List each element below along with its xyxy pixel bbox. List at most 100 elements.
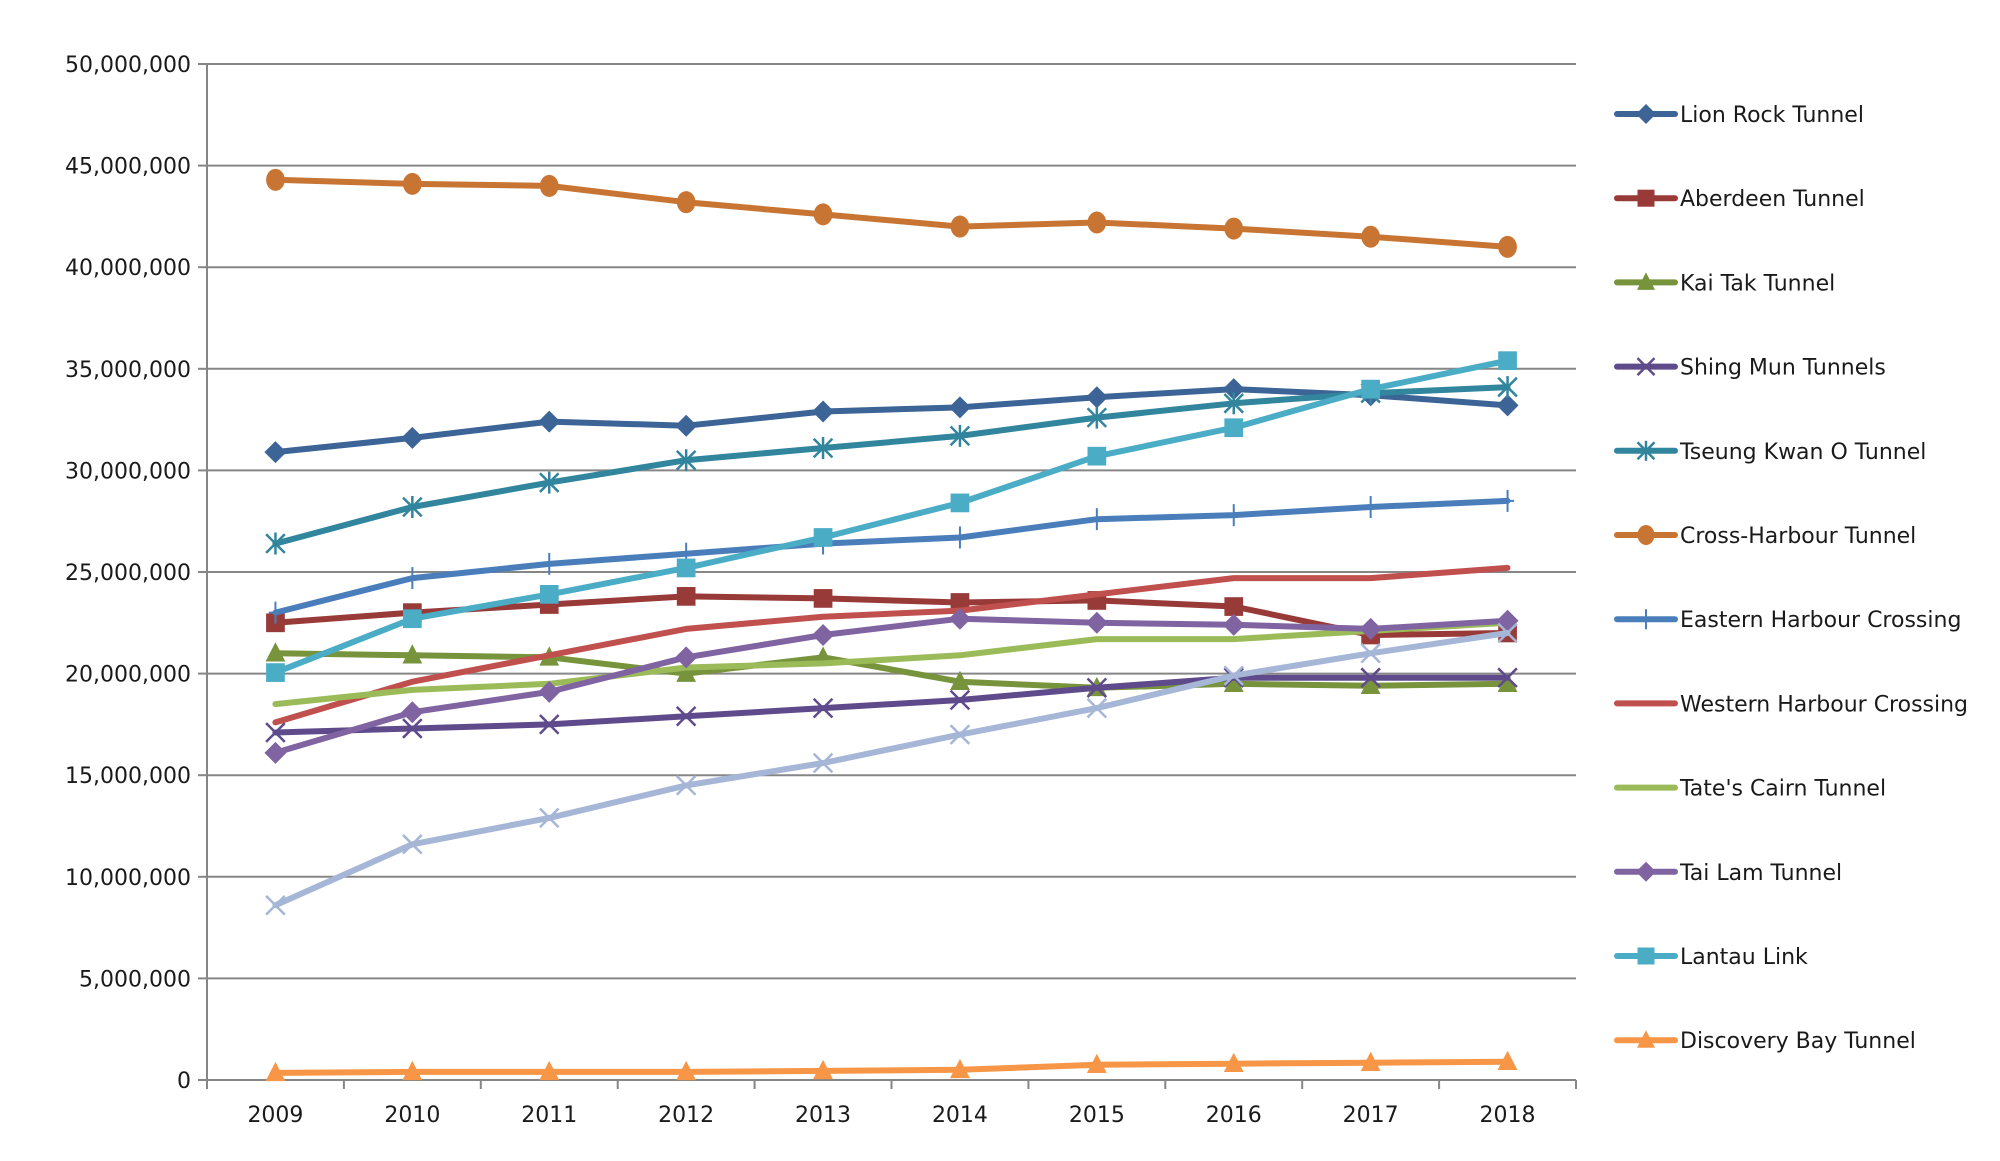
series-line xyxy=(272,1058,1511,1076)
data-point-marker xyxy=(539,174,559,197)
x-axis-ticks: 2009 2010 2011 2012 2013 2014 2015 2016 2017 2018 xyxy=(206,1080,1577,1128)
series-tai-lam-tunnel xyxy=(264,607,1519,764)
data-point-marker xyxy=(403,172,422,195)
x-tick-label: 2010 xyxy=(384,1103,440,1128)
y-tick-label: 10,000,000 xyxy=(65,866,191,891)
data-point-marker xyxy=(813,528,833,547)
legend-item: Tseung Kwan O Tunnel xyxy=(1614,440,1926,465)
data-point-marker xyxy=(265,895,286,916)
data-point-marker xyxy=(1360,643,1381,664)
data-point-marker xyxy=(1496,394,1519,417)
data-point-marker xyxy=(950,670,970,690)
data-point-marker xyxy=(1223,672,1244,693)
data-point-marker xyxy=(1360,1051,1381,1071)
data-point-marker xyxy=(539,1060,560,1081)
y-tick-label: 25,000,000 xyxy=(65,561,191,586)
data-point-marker xyxy=(953,526,967,549)
series-line xyxy=(272,650,1511,691)
legend-label: Shing Mun Tunnels xyxy=(1680,356,1886,381)
legend-item: Western Harbour Crossing xyxy=(1614,692,1968,717)
data-point-marker xyxy=(676,558,696,578)
data-point-marker xyxy=(1090,508,1104,531)
legend-item: Cross-Harbour Tunnel xyxy=(1614,524,1916,549)
legend-label: Aberdeen Tunnel xyxy=(1680,187,1865,212)
data-point-marker xyxy=(1359,617,1382,640)
data-point-marker xyxy=(1223,392,1244,415)
data-point-marker xyxy=(1360,674,1381,695)
data-point-marker xyxy=(1086,1053,1107,1074)
data-point-marker xyxy=(676,662,697,682)
data-point-marker xyxy=(265,1061,286,1082)
series-line xyxy=(272,564,1511,726)
data-point-marker xyxy=(950,1058,970,1079)
data-point-marker xyxy=(1085,386,1108,409)
legend-marker-swatch xyxy=(1636,104,1656,124)
data-point-marker xyxy=(266,168,285,191)
legend: Lion Rock Tunnel Aberdeen Tunnel Kai Tak T… xyxy=(1614,103,1968,1054)
data-point-marker xyxy=(812,400,835,423)
legend-marker-swatch xyxy=(1637,1030,1655,1048)
data-point-marker xyxy=(949,689,971,711)
data-point-marker xyxy=(402,834,423,855)
series-cross-harbour-tunnel xyxy=(266,168,1517,258)
y-tick-label: 40,000,000 xyxy=(65,256,191,281)
data-point-marker xyxy=(405,567,419,590)
series-discovery-bay-tunnel xyxy=(265,1050,1518,1082)
data-point-marker xyxy=(1223,665,1244,686)
x-tick-label: 2012 xyxy=(658,1103,714,1128)
data-point-marker xyxy=(265,722,286,743)
x-tick-label: 2014 xyxy=(932,1103,988,1128)
legend-label: Tseung Kwan O Tunnel xyxy=(1679,440,1926,465)
legend-label: Kai Tak Tunnel xyxy=(1680,271,1835,296)
legend-label: Tai Lam Tunnel xyxy=(1679,861,1842,886)
data-point-marker xyxy=(1086,677,1108,699)
data-point-marker xyxy=(675,414,698,437)
data-point-marker xyxy=(675,775,697,796)
data-point-marker xyxy=(542,552,556,575)
data-point-marker xyxy=(676,1060,697,1081)
data-point-marker xyxy=(401,701,424,724)
series-unlabeled xyxy=(265,622,1518,916)
data-point-marker xyxy=(675,449,697,472)
series-line xyxy=(272,619,1511,708)
data-point-marker xyxy=(1497,672,1518,693)
data-point-marker xyxy=(813,203,833,226)
y-tick-label: 35,000,000 xyxy=(65,358,191,383)
data-point-marker xyxy=(1085,611,1108,634)
data-point-marker xyxy=(264,741,287,764)
data-point-marker xyxy=(1360,667,1381,688)
y-tick-label: 5,000,000 xyxy=(79,967,191,992)
y-tick-label: 20,000,000 xyxy=(65,663,191,688)
data-point-marker xyxy=(1227,504,1241,527)
data-point-marker xyxy=(1498,351,1517,371)
data-point-marker xyxy=(403,609,422,629)
data-point-marker xyxy=(539,714,560,735)
data-point-marker xyxy=(950,493,970,513)
data-point-marker xyxy=(675,706,697,727)
data-point-marker xyxy=(538,410,561,433)
series-line xyxy=(272,357,1511,676)
legend-item: Lion Rock Tunnel xyxy=(1614,103,1864,128)
series-line xyxy=(272,176,1511,250)
data-point-marker xyxy=(676,191,696,214)
data-point-marker xyxy=(813,1059,833,1080)
data-point-marker xyxy=(268,601,283,624)
legend-label: Western Harbour Crossing xyxy=(1680,692,1968,717)
legend-item: Tai Lam Tunnel xyxy=(1614,861,1842,886)
y-tick-label: 15,000,000 xyxy=(65,764,191,789)
series-line xyxy=(272,674,1511,736)
series-tseung-kwan-o-tunnel xyxy=(265,376,1518,555)
data-point-marker xyxy=(266,663,285,682)
data-point-marker xyxy=(1500,489,1515,512)
data-point-marker xyxy=(402,1060,423,1081)
legend-label: Lion Rock Tunnel xyxy=(1680,103,1864,128)
data-point-marker xyxy=(1224,597,1244,616)
legend-item: Lantau Link xyxy=(1614,945,1808,970)
axes xyxy=(198,64,1576,1089)
legend-marker-swatch xyxy=(1637,525,1655,545)
data-point-marker xyxy=(265,642,286,662)
legend-marker-swatch xyxy=(1637,189,1655,207)
series-layer xyxy=(264,168,1519,1082)
legend-label: Cross-Harbour Tunnel xyxy=(1680,524,1916,549)
